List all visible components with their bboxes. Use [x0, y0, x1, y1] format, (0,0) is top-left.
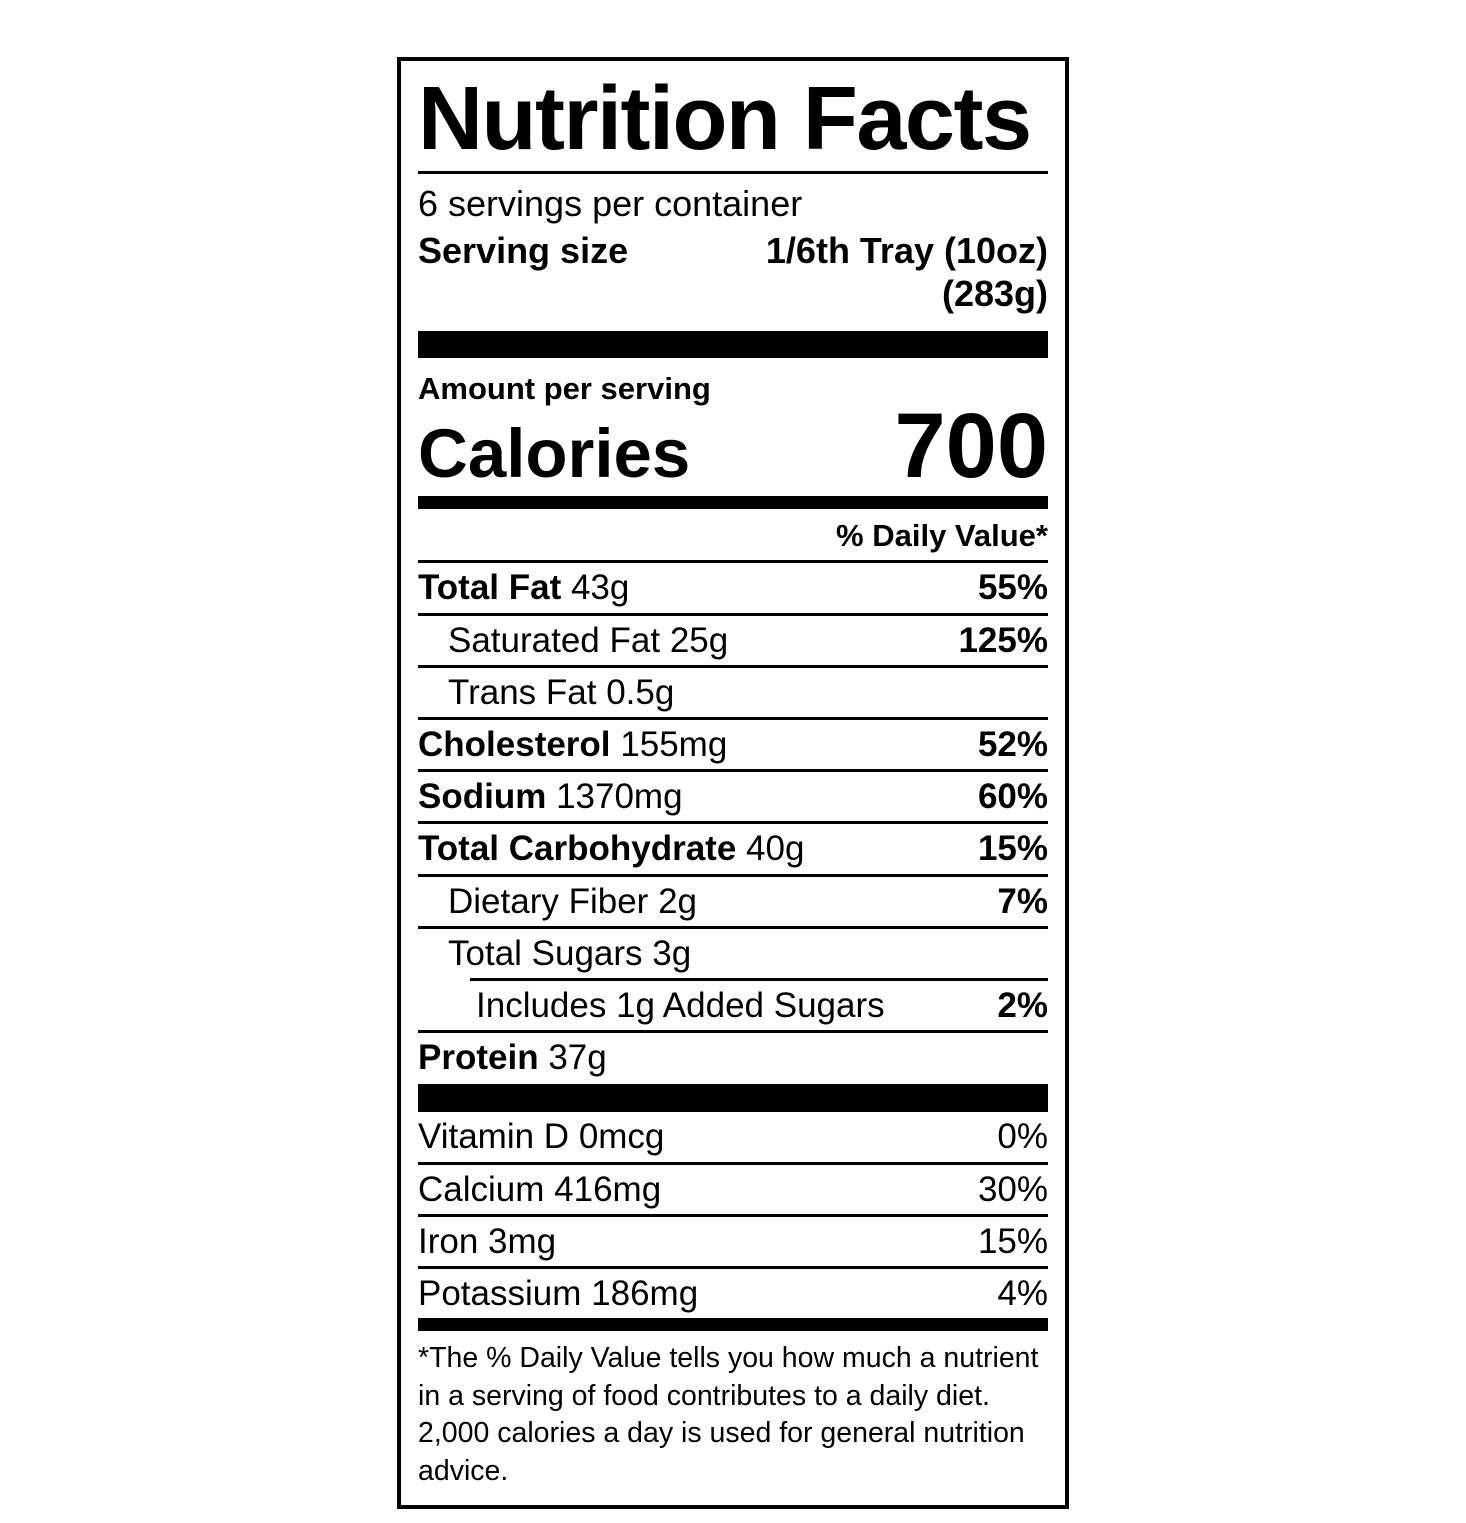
nutrient-row-sodium: Sodium 1370mg 60%: [418, 769, 1048, 821]
nutrient-text: Total Fat 43g: [418, 568, 630, 608]
nutrient-daily-value: 52%: [977, 725, 1048, 764]
nutrition-facts-label: Nutrition Facts 6 servings per container…: [397, 57, 1069, 1509]
nutrient-text: Saturated Fat 25g: [448, 620, 729, 660]
nutrient-row-added-sugars: Includes 1g Added Sugars 2%: [418, 981, 1048, 1030]
serving-size-value: 1/6th Tray (10oz): [765, 229, 1048, 271]
nutrient-row-dietary-fiber: Dietary Fiber 2g 7%: [418, 873, 1048, 926]
label-title: Nutrition Facts: [418, 69, 1032, 169]
micronutrient-row-vitamin-d: Vitamin D 0mcg 0%: [418, 1112, 1048, 1161]
section-bar-medium-footnote: [418, 1318, 1048, 1332]
micronutrient-text: Potassium 186mg: [418, 1273, 699, 1313]
nutrient-daily-value: 7%: [997, 881, 1048, 921]
section-bar-medium-calories: [418, 496, 1048, 510]
nutrient-text: Sodium 1370mg: [418, 777, 683, 817]
serving-size-row: Serving size 1/6th Tray (10oz): [418, 229, 1048, 272]
nutrient-daily-value: 15%: [977, 829, 1048, 869]
servings-per-container: 6 servings per container: [418, 182, 803, 224]
nutrient-text: Cholesterol 155mg: [418, 725, 728, 764]
daily-value-footnote: *The % Daily Value tells you how much a …: [418, 1342, 1039, 1487]
daily-value-header: % Daily Value*: [836, 518, 1048, 554]
nutrient-row-protein: Protein 37g: [418, 1030, 1048, 1082]
nutrient-row-cholesterol: Cholesterol 155mg 52%: [418, 717, 1048, 769]
nutrient-daily-value: 125%: [958, 620, 1048, 660]
section-bar-thick-vitamins: [418, 1084, 1048, 1113]
nutrient-text: Includes 1g Added Sugars: [476, 985, 885, 1025]
nutrient-text: Total Sugars 3g: [448, 933, 692, 973]
micronutrient-row-potassium: Potassium 186mg 4%: [418, 1265, 1048, 1318]
micronutrient-daily-value: 0%: [997, 1117, 1048, 1157]
nutrient-daily-value: 2%: [997, 985, 1048, 1025]
calories-label: Calories: [418, 415, 691, 493]
serving-size-weight: (283g): [941, 272, 1048, 314]
micronutrient-row-calcium: Calcium 416mg 30%: [418, 1161, 1048, 1214]
nutrient-text: Protein 37g: [418, 1038, 607, 1078]
calories-row: Calories 700: [418, 395, 1049, 498]
nutrient-daily-value: 55%: [977, 568, 1048, 608]
nutrient-row-total-carbohydrate: Total Carbohydrate 40g 15%: [418, 821, 1048, 873]
micronutrient-text: Iron 3mg: [418, 1221, 557, 1261]
nutrient-text: Trans Fat 0.5g: [448, 672, 675, 712]
micronutrient-text: Calcium 416mg: [418, 1169, 662, 1209]
nutrient-text: Total Carbohydrate 40g: [418, 829, 805, 869]
nutrient-row-trans-fat: Trans Fat 0.5g: [418, 664, 1048, 717]
micronutrient-daily-value: 15%: [977, 1221, 1048, 1261]
serving-size-label: Serving size: [418, 229, 629, 271]
amount-per-serving-label: Amount per serving: [418, 371, 711, 407]
section-bar-thick-top: [418, 331, 1048, 359]
nutrient-row-total-fat: Total Fat 43g 55%: [418, 560, 1048, 612]
calories-value: 700: [894, 395, 1049, 498]
title-divider: [418, 170, 1048, 174]
micronutrient-daily-value: 4%: [997, 1273, 1048, 1313]
nutrient-text: Dietary Fiber 2g: [448, 881, 697, 921]
micronutrient-row-iron: Iron 3mg 15%: [418, 1213, 1048, 1266]
nutrient-row-saturated-fat: Saturated Fat 25g 125%: [418, 612, 1048, 665]
micronutrient-daily-value: 30%: [977, 1169, 1048, 1209]
added-sugars-partial-divider: [470, 977, 1048, 981]
nutrient-daily-value: 60%: [977, 777, 1048, 817]
nutrient-row-total-sugars: Total Sugars 3g: [418, 925, 1048, 978]
micronutrient-text: Vitamin D 0mcg: [418, 1117, 665, 1157]
